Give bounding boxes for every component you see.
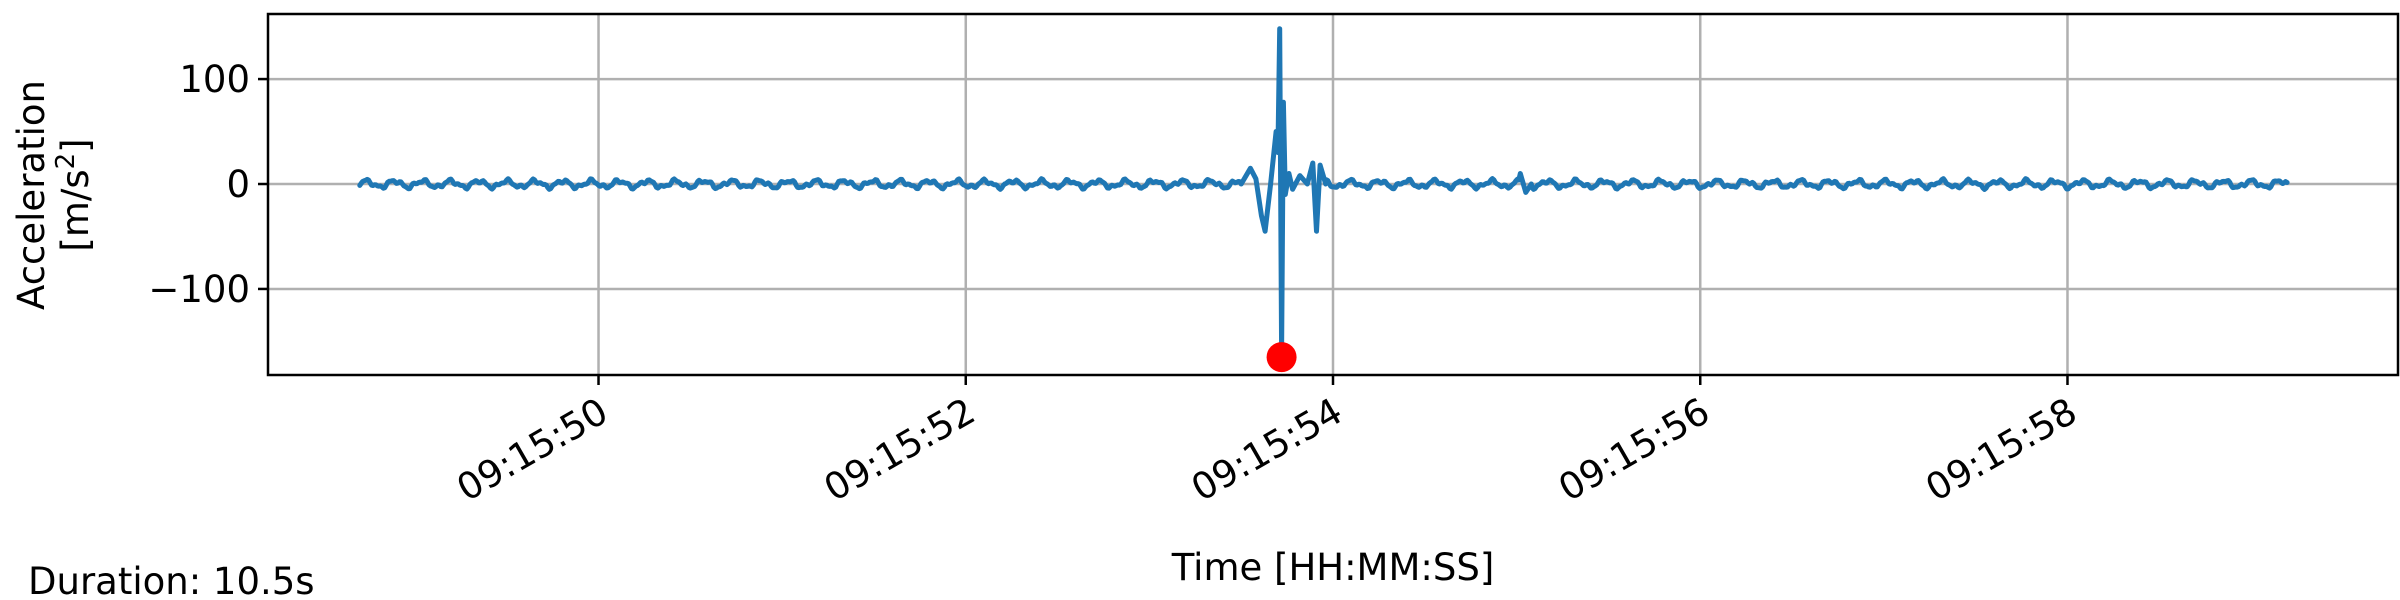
x-tick-label: 09:15:50 — [450, 390, 615, 510]
y-tick-label: −100 — [148, 268, 250, 311]
y-axis-label-prefix: [m/s — [54, 169, 97, 251]
x-tick-label: 09:15:56 — [1551, 390, 1716, 510]
y-axis-label-line1: Acceleration — [10, 80, 53, 310]
acceleration-series-line — [357, 26, 2290, 355]
y-axis-label-suffix: ] — [54, 138, 97, 152]
x-axis-label: Time [HH:MM:SS] — [1171, 546, 1495, 589]
x-tick-label: 09:15:52 — [817, 390, 982, 510]
x-axis-ticks: 09:15:50 09:15:52 09:15:54 09:15:56 09:15:58 — [450, 375, 2084, 510]
y-tick-label: 0 — [226, 163, 250, 206]
y-axis-label-sup: 2 — [51, 153, 81, 170]
peak-markers — [1266, 342, 1297, 373]
x-tick-label: 09:15:54 — [1184, 390, 1349, 510]
y-axis-label-line2: [m/s2] — [51, 138, 97, 251]
y-tick-label: 100 — [179, 58, 250, 101]
duration-text: Duration: 10.5s — [28, 560, 315, 600]
grid-lines — [268, 14, 2398, 375]
peak-marker — [1266, 342, 1297, 373]
y-axis-ticks: 100 0 −100 — [148, 58, 268, 311]
x-tick-label: 09:15:58 — [1919, 390, 2084, 510]
